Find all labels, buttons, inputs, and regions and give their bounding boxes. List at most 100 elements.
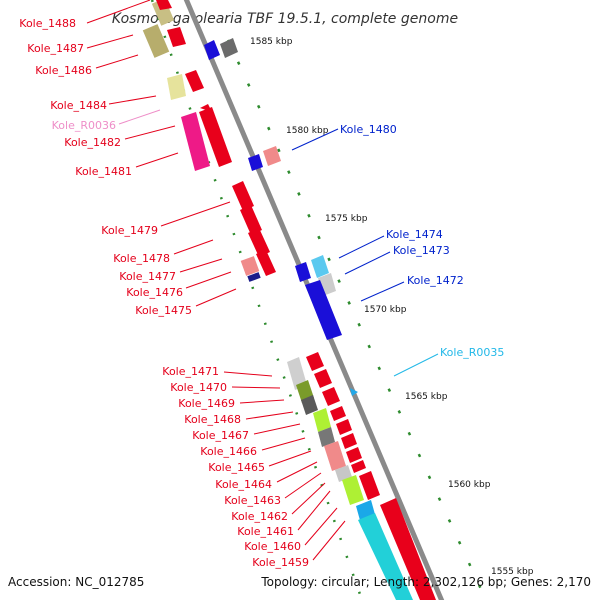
gene-1473-block[interactable]: [311, 255, 329, 278]
label-kole-1465[interactable]: Kole_1465: [208, 461, 265, 474]
leader-1459: [312, 520, 346, 561]
label-kole-1464[interactable]: Kole_1464: [215, 478, 272, 491]
leader-1466: [261, 437, 306, 451]
leader-1462: [291, 482, 326, 515]
gene-1459-arrow[interactable]: [380, 498, 436, 600]
label-kole-r0036[interactable]: Kole_R0036: [52, 119, 116, 132]
gene-1484-block[interactable]: [167, 74, 186, 100]
leader-1463: [284, 472, 322, 499]
label-kole-1481[interactable]: Kole_1481: [75, 165, 132, 178]
label-kole-1476[interactable]: Kole_1476: [126, 286, 183, 299]
gene-1468-block[interactable]: [301, 395, 318, 415]
gene-1474-arrow[interactable]: [295, 262, 311, 282]
gene-1479-arrow-b[interactable]: [240, 205, 262, 235]
gene-1470-arrow[interactable]: [306, 352, 324, 371]
leader-1470: [231, 386, 281, 389]
gene-1465-arrow[interactable]: [341, 433, 357, 449]
label-kole-1482[interactable]: Kole_1482: [64, 136, 121, 149]
gene-1481-arrow[interactable]: [199, 107, 232, 167]
label-kole-1471[interactable]: Kole_1471: [162, 365, 219, 378]
topology-text: Topology: circular; Length: 2,302,126 bp…: [260, 575, 591, 589]
label-kole-1461[interactable]: Kole_1461: [237, 525, 294, 538]
leader-1479: [160, 201, 231, 227]
label-kole-1475[interactable]: Kole_1475: [135, 304, 192, 317]
label-kole-1466[interactable]: Kole_1466: [200, 445, 257, 458]
gene-1467-block[interactable]: [313, 408, 331, 432]
leader-1488: [86, 0, 151, 24]
label-kole-1480[interactable]: Kole_1480: [340, 123, 397, 136]
leader-1471: [223, 371, 273, 377]
label-kole-1472[interactable]: Kole_1472: [407, 274, 464, 287]
gene-1475-block[interactable]: [247, 272, 261, 282]
gene-1459-block[interactable]: [358, 513, 413, 600]
label-kole-1459[interactable]: Kole_1459: [252, 556, 309, 569]
leader-1464: [276, 461, 318, 483]
leader-1472: [360, 281, 405, 302]
leader-1484: [108, 95, 157, 105]
gene-1467-arrow[interactable]: [330, 406, 346, 421]
leader-1473: [344, 251, 391, 275]
gene-1472-arrow[interactable]: [305, 280, 342, 340]
right-gene-labels: Kole_1480 Kole_1474 Kole_1473 Kole_1472 …: [291, 123, 504, 377]
label-kole-1462[interactable]: Kole_1462: [231, 510, 288, 523]
gene-1482-block[interactable]: [181, 112, 210, 171]
leader-1486: [95, 54, 139, 69]
gene-1488-arrow[interactable]: [156, 0, 172, 10]
accession-text: Accession: NC_012785: [8, 575, 144, 589]
gene-1466-block[interactable]: [318, 427, 335, 447]
label-kole-1477[interactable]: Kole_1477: [119, 270, 176, 283]
scale-1585: 1585 kbp: [250, 37, 293, 47]
label-kole-1467[interactable]: Kole_1467: [192, 429, 249, 442]
left-gene-labels: Kole_1488 Kole_1487 Kole_1486 Kole_1484 …: [19, 0, 346, 569]
gene-1488-block[interactable]: [151, 0, 175, 26]
label-kole-1486[interactable]: Kole_1486: [35, 64, 92, 77]
gene-1481-tip: [200, 104, 212, 112]
gene-1471-block[interactable]: [287, 357, 307, 390]
gene-1463-arrow[interactable]: [351, 460, 366, 473]
label-kole-1473[interactable]: Kole_1473: [393, 244, 450, 257]
label-kole-1470[interactable]: Kole_1470: [170, 381, 227, 394]
leader-1469: [239, 399, 285, 404]
gene-1479-arrow-a[interactable]: [232, 181, 254, 211]
gene-1466-arrow[interactable]: [336, 419, 352, 435]
gene-1478-arrow[interactable]: [248, 228, 270, 257]
label-kole-1488[interactable]: Kole_1488: [19, 17, 76, 30]
scale-1570: 1570 kbp: [364, 305, 407, 315]
label-kole-1463[interactable]: Kole_1463: [224, 494, 281, 507]
gene-1480-arrow[interactable]: [248, 154, 263, 171]
gene-R0035-marker[interactable]: [350, 388, 358, 396]
label-kole-r0035[interactable]: Kole_R0035: [440, 346, 504, 359]
label-kole-1479[interactable]: Kole_1479: [101, 224, 158, 237]
gene-blue-a[interactable]: [204, 40, 220, 60]
gene-1469-arrow[interactable]: [314, 369, 332, 388]
scale-1575: 1575 kbp: [325, 214, 368, 224]
scale-1555: 1555 kbp: [491, 567, 534, 577]
gene-1465-block[interactable]: [324, 441, 346, 471]
gene-1462-block[interactable]: [342, 475, 364, 505]
label-kole-1484[interactable]: Kole_1484: [50, 99, 107, 112]
label-kole-1460[interactable]: Kole_1460: [244, 540, 301, 553]
gene-1464-arrow[interactable]: [346, 447, 362, 463]
leader-1465: [268, 450, 312, 467]
gene-1463-grey[interactable]: [335, 465, 352, 482]
gene-grey-a[interactable]: [220, 38, 238, 58]
gene-1477-arrow[interactable]: [256, 250, 276, 276]
label-kole-1487[interactable]: Kole_1487: [27, 42, 84, 55]
leader-1482: [124, 125, 176, 140]
gene-1486-arrow[interactable]: [167, 27, 186, 47]
leader-1487: [86, 34, 134, 49]
gene-1480-block[interactable]: [263, 146, 281, 166]
gene-1476-block[interactable]: [240, 256, 260, 276]
gene-1484-arrow[interactable]: [185, 70, 204, 92]
gene-1468-arrow[interactable]: [322, 387, 340, 406]
label-kole-1469[interactable]: Kole_1469: [178, 397, 235, 410]
leader-1476: [185, 271, 232, 289]
gene-1487-block[interactable]: [142, 24, 170, 58]
scale-1560: 1560 kbp: [448, 480, 491, 490]
label-kole-1468[interactable]: Kole_1468: [184, 413, 241, 426]
label-kole-1474[interactable]: Kole_1474: [386, 228, 443, 241]
leader-1475: [195, 288, 237, 307]
label-kole-1478[interactable]: Kole_1478: [113, 252, 170, 265]
gene-1462-arrow[interactable]: [359, 471, 380, 500]
